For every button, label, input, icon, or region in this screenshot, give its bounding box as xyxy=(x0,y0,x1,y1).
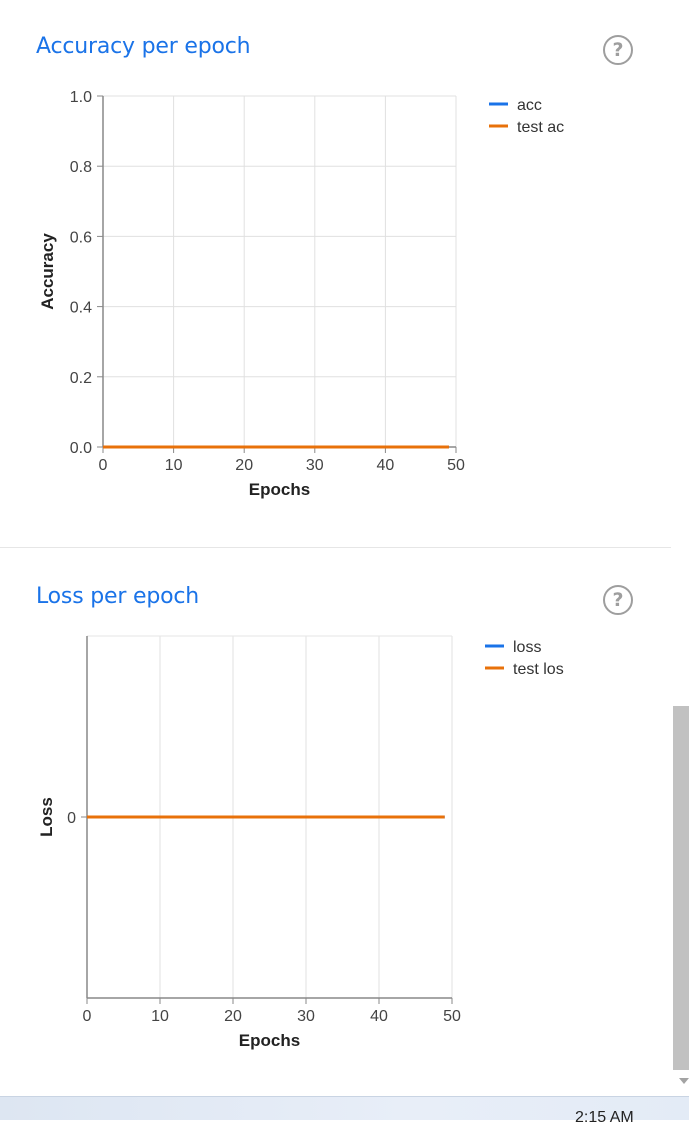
help-icon[interactable]: ? xyxy=(603,35,633,65)
x-tick-label: 50 xyxy=(447,457,465,474)
scroll-down-arrow-icon[interactable] xyxy=(679,1078,689,1084)
x-axis-title: Epochs xyxy=(239,1031,300,1050)
x-axis-title: Epochs xyxy=(249,480,310,499)
loss-chart: 0 10 20 30 40 50 0 Epochs Loss loss test los xyxy=(37,635,564,1050)
y-tick-label: 1.0 xyxy=(70,89,92,106)
x-tick-label: 40 xyxy=(377,457,395,474)
x-tick-label: 30 xyxy=(306,457,324,474)
x-tick-label: 0 xyxy=(83,1008,92,1025)
loss-card: Loss per epoch ? 0 10 20 30 40 50 0 Epochs Loss l… xyxy=(0,548,671,1096)
legend-label: test ac xyxy=(517,119,564,136)
x-tick-label: 40 xyxy=(370,1008,388,1025)
y-tick-label: 0.6 xyxy=(70,229,92,246)
scrollbar-thumb[interactable] xyxy=(673,706,689,1070)
y-axis-title: Loss xyxy=(37,797,56,837)
legend-label: test los xyxy=(513,661,564,678)
y-tick-label: 0.8 xyxy=(70,159,92,176)
taskbar: 2:15 AM xyxy=(0,1096,689,1126)
legend-label: acc xyxy=(517,97,542,114)
legend-label: loss xyxy=(513,639,541,656)
x-tick-label: 50 xyxy=(443,1008,461,1025)
card-title: Accuracy per epoch xyxy=(36,34,251,59)
accuracy-chart: 0 10 20 30 40 50 0.0 0.2 0.4 0.6 0.8 1.0 Epochs Accur… xyxy=(38,89,564,499)
card-divider xyxy=(0,547,671,548)
accuracy-card: Accuracy per epoch ? 0 10 20 30 40 50 0.0 0.2 0.… xyxy=(0,0,671,547)
taskbar-clock: 2:15 AM xyxy=(575,1109,634,1126)
x-tick-label: 10 xyxy=(165,457,183,474)
y-axis-title: Accuracy xyxy=(38,233,57,310)
y-tick-label: 0.4 xyxy=(70,300,92,317)
y-tick-label: 0.2 xyxy=(70,370,92,387)
help-icon[interactable]: ? xyxy=(603,585,633,615)
y-tick-label: 0.0 xyxy=(70,440,92,457)
x-tick-label: 30 xyxy=(297,1008,315,1025)
y-tick-label: 0 xyxy=(67,810,76,827)
x-tick-label: 10 xyxy=(151,1008,169,1025)
x-tick-label: 20 xyxy=(224,1008,242,1025)
x-tick-label: 20 xyxy=(235,457,253,474)
x-tick-label: 0 xyxy=(99,457,108,474)
card-title: Loss per epoch xyxy=(36,584,199,609)
